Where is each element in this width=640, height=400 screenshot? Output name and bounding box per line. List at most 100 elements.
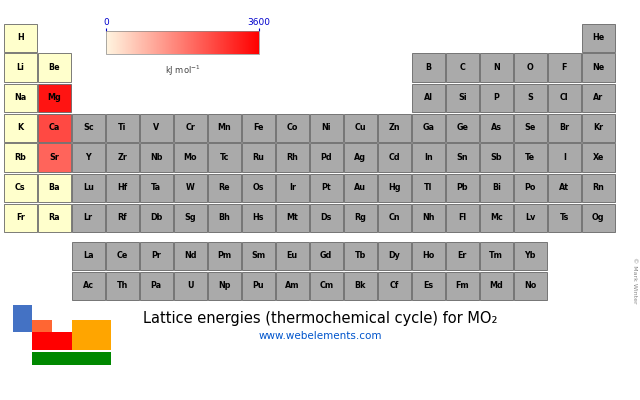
Text: Pr: Pr (151, 251, 161, 260)
Text: Cn: Cn (388, 213, 400, 222)
FancyBboxPatch shape (174, 242, 207, 270)
Text: Rh: Rh (286, 153, 298, 162)
Text: Ca: Ca (49, 123, 60, 132)
FancyBboxPatch shape (412, 144, 445, 172)
FancyBboxPatch shape (72, 174, 104, 202)
Text: O: O (527, 63, 534, 72)
Text: H: H (17, 33, 24, 42)
Text: As: As (491, 123, 502, 132)
FancyBboxPatch shape (344, 144, 376, 172)
FancyBboxPatch shape (412, 272, 445, 300)
Text: Al: Al (424, 93, 433, 102)
Text: N: N (493, 63, 500, 72)
Text: Tm: Tm (490, 251, 503, 260)
FancyBboxPatch shape (38, 204, 70, 232)
Text: Cf: Cf (390, 281, 399, 290)
FancyBboxPatch shape (514, 204, 547, 232)
Text: Si: Si (458, 93, 467, 102)
FancyBboxPatch shape (208, 174, 241, 202)
FancyBboxPatch shape (480, 84, 513, 112)
FancyBboxPatch shape (310, 114, 342, 142)
FancyBboxPatch shape (208, 242, 241, 270)
Text: Cl: Cl (560, 93, 568, 102)
Text: W: W (186, 183, 195, 192)
Text: Pa: Pa (150, 281, 162, 290)
Text: Po: Po (525, 183, 536, 192)
Text: Np: Np (218, 281, 230, 290)
FancyBboxPatch shape (72, 272, 104, 300)
FancyBboxPatch shape (276, 174, 308, 202)
Text: Tc: Tc (220, 153, 229, 162)
FancyBboxPatch shape (276, 242, 308, 270)
FancyBboxPatch shape (480, 114, 513, 142)
FancyBboxPatch shape (72, 114, 104, 142)
FancyBboxPatch shape (548, 84, 580, 112)
Text: Lr: Lr (84, 213, 93, 222)
Text: Nh: Nh (422, 213, 435, 222)
FancyBboxPatch shape (446, 204, 479, 232)
Text: Mc: Mc (490, 213, 502, 222)
FancyBboxPatch shape (140, 144, 173, 172)
Text: Ta: Ta (151, 183, 161, 192)
FancyBboxPatch shape (412, 114, 445, 142)
Text: Ts: Ts (559, 213, 569, 222)
FancyBboxPatch shape (514, 272, 547, 300)
Text: Rf: Rf (117, 213, 127, 222)
Text: Eu: Eu (287, 251, 298, 260)
Text: Ds: Ds (321, 213, 332, 222)
FancyBboxPatch shape (276, 272, 308, 300)
Text: Yb: Yb (525, 251, 536, 260)
FancyBboxPatch shape (548, 144, 580, 172)
FancyBboxPatch shape (242, 242, 275, 270)
FancyBboxPatch shape (242, 272, 275, 300)
Text: Es: Es (423, 281, 433, 290)
Text: Ra: Ra (49, 213, 60, 222)
Text: Pt: Pt (321, 183, 331, 192)
FancyBboxPatch shape (378, 174, 410, 202)
FancyBboxPatch shape (242, 204, 275, 232)
Text: Ar: Ar (593, 93, 604, 102)
Text: Ge: Ge (456, 123, 468, 132)
FancyBboxPatch shape (480, 204, 513, 232)
FancyBboxPatch shape (276, 114, 308, 142)
Text: Rg: Rg (355, 213, 366, 222)
Text: Ho: Ho (422, 251, 435, 260)
Text: Kr: Kr (593, 123, 604, 132)
FancyBboxPatch shape (72, 144, 104, 172)
Text: Ba: Ba (49, 183, 60, 192)
FancyBboxPatch shape (514, 174, 547, 202)
FancyBboxPatch shape (72, 204, 104, 232)
FancyBboxPatch shape (548, 114, 580, 142)
FancyBboxPatch shape (344, 242, 376, 270)
Text: Pd: Pd (321, 153, 332, 162)
FancyBboxPatch shape (446, 84, 479, 112)
Text: Am: Am (285, 281, 300, 290)
Text: V: V (153, 123, 159, 132)
FancyBboxPatch shape (174, 272, 207, 300)
Text: Rn: Rn (592, 183, 604, 192)
Text: Ag: Ag (355, 153, 366, 162)
Text: Re: Re (218, 183, 230, 192)
Bar (72, 320, 111, 350)
FancyBboxPatch shape (446, 144, 479, 172)
FancyBboxPatch shape (174, 144, 207, 172)
FancyBboxPatch shape (106, 204, 138, 232)
FancyBboxPatch shape (4, 84, 36, 112)
FancyBboxPatch shape (310, 204, 342, 232)
FancyBboxPatch shape (446, 272, 479, 300)
FancyBboxPatch shape (548, 174, 580, 202)
FancyBboxPatch shape (4, 54, 36, 82)
Text: www.webelements.com: www.webelements.com (259, 331, 381, 341)
Text: Lv: Lv (525, 213, 536, 222)
Text: Ce: Ce (116, 251, 128, 260)
Text: K: K (17, 123, 23, 132)
Text: U: U (187, 281, 193, 290)
FancyBboxPatch shape (4, 204, 36, 232)
FancyBboxPatch shape (446, 174, 479, 202)
FancyBboxPatch shape (310, 144, 342, 172)
Text: C: C (460, 63, 465, 72)
FancyBboxPatch shape (140, 174, 173, 202)
FancyBboxPatch shape (582, 174, 614, 202)
FancyBboxPatch shape (446, 54, 479, 82)
FancyBboxPatch shape (242, 114, 275, 142)
